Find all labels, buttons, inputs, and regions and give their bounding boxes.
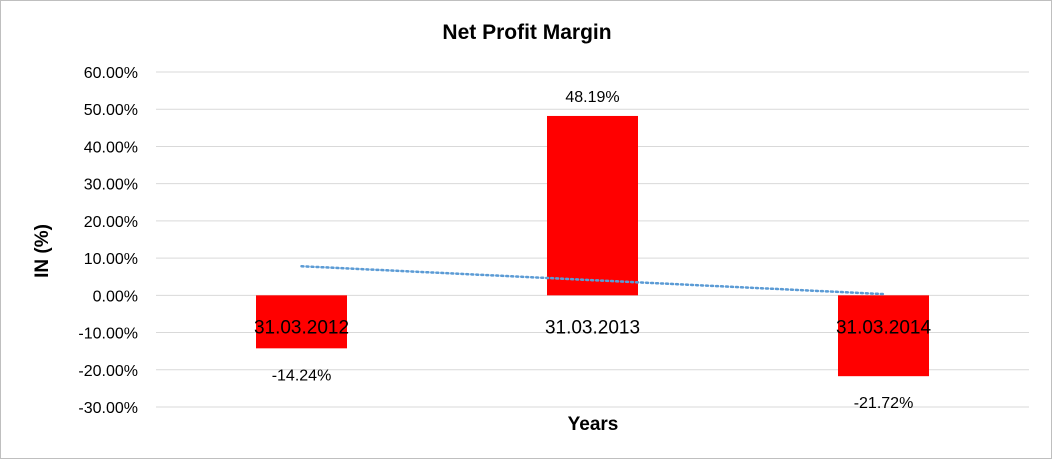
y-tick-label: 0.00%: [93, 288, 138, 305]
x-tick-label: 31.03.2013: [545, 317, 640, 338]
bar: [838, 295, 929, 377]
data-label: -14.24%: [272, 367, 332, 384]
y-tick-label: 50.00%: [84, 102, 138, 119]
data-label: -21.72%: [854, 395, 914, 412]
y-tick-label: 30.00%: [84, 177, 138, 194]
y-tick-label: 40.00%: [84, 139, 138, 156]
trendline: [300, 264, 885, 296]
x-tick-label: 31.03.2014: [836, 317, 932, 338]
bars: [256, 115, 929, 377]
y-tick-label: -10.00%: [78, 326, 138, 343]
x-tick-label: 31.03.2012: [254, 317, 349, 338]
trendline-group: [300, 264, 885, 296]
y-axis-title: IN (%): [32, 224, 53, 278]
y-tick-label: 60.00%: [84, 65, 138, 82]
y-tick-label: 10.00%: [84, 251, 138, 268]
y-tick-label: 20.00%: [84, 214, 138, 231]
y-tick-label: -30.00%: [78, 400, 138, 417]
chart-title: Net Profit Margin: [442, 21, 611, 44]
data-label: 48.19%: [565, 89, 619, 106]
labels: 31.03.2012 31.03.2013 31.03.2014 -14.24% 48.…: [254, 89, 932, 412]
bar: [256, 295, 347, 349]
y-tick-label: -20.00%: [78, 363, 138, 380]
x-axis-title: Years: [568, 414, 619, 435]
bar: [547, 115, 638, 296]
y-axis-ticks: 60.00% 50.00% 40.00% 30.00% 20.00% 10.00% 0.00…: [78, 65, 138, 417]
